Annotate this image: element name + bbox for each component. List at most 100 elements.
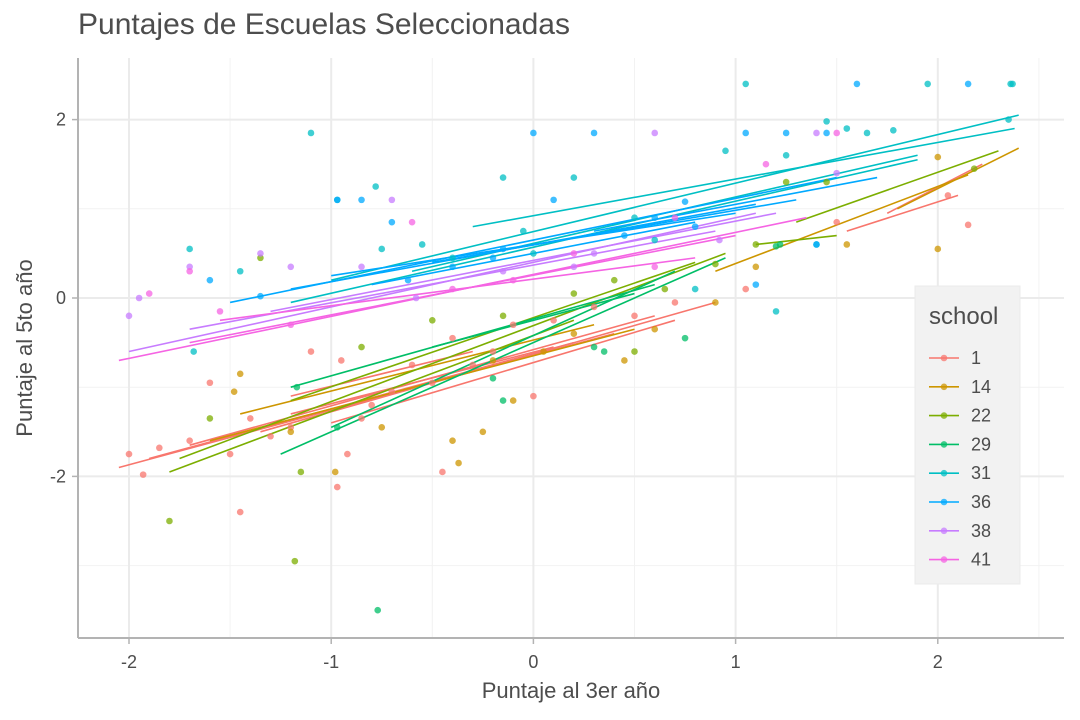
legend-box [914,285,1021,585]
legend-key-point [940,498,948,506]
series-line-school-36 [593,176,878,232]
data-point-school-14 [489,357,497,364]
data-point-school-14 [449,437,456,445]
data-point-school-31 [372,183,379,190]
series-line-school-29 [330,270,676,429]
data-point-school-14 [230,388,238,395]
data-point-school-31 [651,236,659,244]
data-point-school-14 [934,153,942,161]
data-point-school-1 [509,321,517,329]
grid-layer [78,58,1064,638]
data-point-school-38 [135,294,143,302]
legend-label: 22 [971,406,991,426]
data-point-school-1 [156,444,163,452]
data-point-school-22 [782,178,790,186]
data-point-school-1 [388,388,396,395]
data-point-school-31 [499,174,507,181]
data-point-school-29 [499,397,507,404]
data-point-school-41 [287,321,295,329]
data-point-school-14 [509,397,517,404]
data-point-school-1 [671,299,679,306]
series-line-school-36 [432,199,797,264]
data-point-school-1 [247,415,254,422]
data-point-school-36 [752,281,760,288]
legend: school 1 14 22 29 31 36 38 41 [914,285,1021,585]
x-tick-label: -2 [121,652,137,672]
data-point-school-14 [455,459,462,467]
data-point-school-14 [236,370,244,378]
data-point-school-1 [439,468,446,476]
data-point-school-14 [378,424,386,431]
axis-layer: -2 -1 0 1 2 -2 0 2 [50,58,1064,672]
data-point-school-1 [429,379,436,387]
data-point-school-31 [863,129,871,137]
data-point-school-41 [762,160,770,168]
data-point-school-31 [1009,80,1016,88]
data-point-school-22 [429,317,436,324]
data-point-school-1 [742,285,750,293]
data-point-school-1 [631,312,638,320]
data-point-school-1 [236,508,244,516]
legend-label: 31 [971,463,991,483]
data-point-school-38 [833,169,840,177]
legend-key-point [940,527,948,535]
data-point-school-22 [206,415,214,422]
legend-item-school-31: 31 [929,463,991,483]
data-point-school-38 [570,263,578,271]
legend-key-point [940,556,948,563]
legend-item-school-38: 38 [929,521,991,541]
data-point-school-14 [479,428,487,436]
data-point-school-14 [712,299,719,306]
y-tick-label: -2 [50,466,66,486]
chart-title: Puntajes de Escuelas Seleccionadas [78,8,570,41]
data-point-school-29 [681,334,689,342]
data-point-school-14 [651,325,659,333]
data-point-school-1 [307,348,315,355]
data-point-school-36 [853,80,861,88]
points-layer [125,80,1016,614]
data-point-school-41 [408,218,416,226]
data-point-school-31 [236,267,244,275]
data-point-school-1 [833,218,840,226]
data-point-school-31 [190,348,198,355]
data-point-school-22 [166,517,173,525]
data-point-school-22 [631,348,638,355]
data-point-school-36 [681,198,689,205]
data-point-school-14 [331,468,339,476]
y-tick-label: 0 [56,288,66,308]
data-point-school-41 [651,263,659,271]
series-line-school-22 [755,234,837,246]
legend-item-school-36: 36 [929,492,991,512]
data-point-school-31 [449,254,456,262]
data-point-school-38 [412,294,420,302]
data-point-school-31 [186,245,193,253]
data-point-school-1 [489,348,497,355]
data-point-school-36 [388,218,396,226]
data-point-school-31 [530,250,537,257]
data-point-school-29 [333,424,341,431]
data-point-school-14 [570,330,578,337]
data-point-school-38 [590,250,598,257]
legend-label: 1 [971,348,981,368]
data-point-school-38 [499,267,507,275]
data-point-school-14 [843,241,851,248]
data-point-school-31 [570,174,578,181]
data-point-school-36 [449,263,456,271]
x-axis-title: Puntaje al 3er año [482,678,661,703]
data-point-school-41 [509,276,517,284]
series-line-school-22 [179,252,726,460]
data-point-school-31 [823,118,830,125]
data-point-school-41 [216,308,224,315]
data-point-school-36 [691,223,699,230]
data-point-school-31 [742,80,750,88]
data-point-school-1 [267,432,274,440]
data-point-school-22 [712,260,719,268]
series-line-school-29 [432,292,635,348]
data-point-school-36 [550,196,557,204]
data-point-school-1 [944,192,952,199]
data-point-school-31 [890,127,897,134]
data-point-school-41 [671,214,679,222]
x-tick-label: 0 [528,652,538,672]
data-point-school-1 [550,317,557,324]
